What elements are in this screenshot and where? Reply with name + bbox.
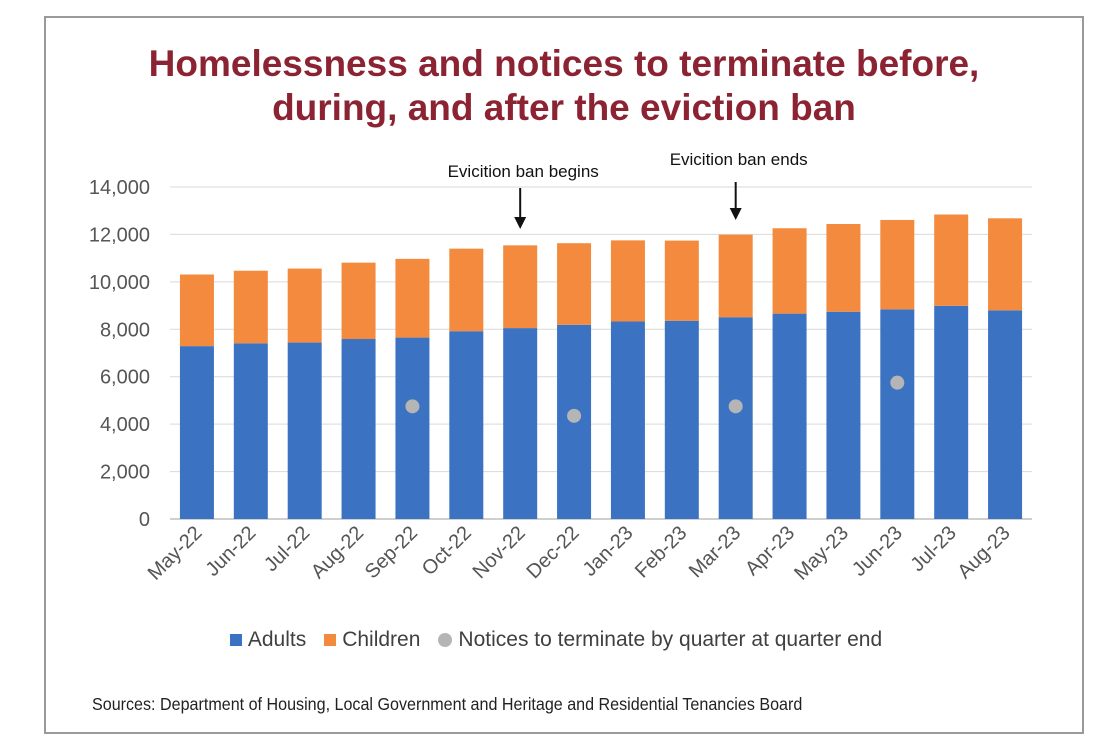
- chart-title-line-2: during, and after the eviction ban: [272, 87, 856, 128]
- bar-children-feb-23: [664, 240, 699, 321]
- legend-label-children: Children: [342, 628, 421, 651]
- x-tick-label: May-23: [790, 522, 853, 585]
- notice-point-sep-22: [405, 399, 420, 414]
- legend-swatch-adults: [229, 634, 242, 646]
- y-tick-label: 10,000: [89, 272, 150, 294]
- legend-item-adults: Adults: [229, 628, 307, 652]
- bar-adults-apr-23: [772, 313, 807, 519]
- annotation-arrow-head: [514, 217, 527, 229]
- x-tick-label: Jun-23: [848, 522, 907, 581]
- x-tick-label: Aug-22: [307, 522, 368, 583]
- bar-adults-mar-23: [718, 317, 753, 519]
- bar-adults-feb-23: [664, 320, 699, 519]
- bar-children-mar-23: [718, 234, 753, 318]
- legend-label-notices: Notices to terminate by quarter at quart…: [458, 628, 883, 651]
- y-tick-label: 0: [139, 509, 150, 531]
- y-tick-label: 4,000: [100, 414, 150, 436]
- bar-adults-may-22: [179, 346, 214, 519]
- bar-children-dec-22: [557, 243, 592, 325]
- chart-title-line-1: Homelessness and notices to terminate be…: [148, 43, 980, 84]
- bar-adults-may-23: [826, 311, 861, 519]
- x-tick-label: Sep-22: [361, 522, 422, 583]
- bar-children-aug-22: [341, 262, 376, 340]
- bar-children-may-22: [179, 274, 214, 347]
- x-tick-label: Oct-22: [418, 522, 476, 580]
- bar-children-nov-22: [503, 245, 538, 329]
- notice-point-jun-23: [890, 375, 905, 390]
- x-tick-label: Feb-23: [631, 522, 691, 582]
- x-tick-label: Dec-22: [522, 522, 583, 583]
- bar-adults-sep-22: [395, 337, 430, 519]
- bar-children-sep-22: [395, 258, 430, 338]
- legend-label-adults: Adults: [247, 628, 307, 651]
- legend-swatch-notices: [438, 633, 453, 647]
- y-tick-label: 12,000: [89, 224, 150, 246]
- notice-point-mar-23: [728, 399, 743, 414]
- bar-children-jul-23: [934, 214, 969, 306]
- bar-children-jun-23: [880, 219, 915, 310]
- y-tick-label: 6,000: [100, 367, 150, 389]
- notice-point-dec-22: [567, 408, 582, 423]
- x-tick-label: Jan-23: [579, 522, 638, 581]
- bar-children-jul-22: [287, 268, 322, 343]
- chart-legend: Adults Children Notices to terminate by …: [0, 628, 1112, 652]
- x-tick-label: Mar-23: [685, 522, 745, 582]
- bar-children-aug-23: [988, 218, 1023, 311]
- bar-adults-jun-23: [880, 309, 915, 519]
- bar-children-apr-23: [772, 228, 807, 314]
- bar-adults-aug-22: [341, 339, 376, 519]
- bar-adults-jul-22: [287, 342, 322, 519]
- legend-item-children: Children: [324, 628, 420, 652]
- annotation-label: Evicition ban ends: [670, 150, 808, 169]
- bar-children-jun-22: [233, 270, 268, 344]
- chart-title: Homelessness and notices to terminate be…: [44, 42, 1084, 130]
- bar-children-oct-22: [449, 248, 484, 332]
- y-tick-label: 14,000: [89, 177, 150, 199]
- bar-children-jan-23: [610, 240, 645, 322]
- bar-adults-jan-23: [610, 321, 645, 519]
- legend-item-notices: Notices to terminate by quarter at quart…: [438, 628, 882, 652]
- annotation-label: Evicition ban begins: [448, 162, 599, 181]
- chart-source-note: Sources: Department of Housing, Local Go…: [92, 694, 803, 714]
- bar-children-may-23: [826, 223, 861, 312]
- bar-adults-jun-22: [233, 343, 268, 519]
- y-tick-label: 8,000: [100, 319, 150, 341]
- legend-swatch-children: [324, 634, 337, 646]
- annotation-arrow-head: [729, 208, 742, 220]
- bar-adults-nov-22: [503, 328, 538, 519]
- x-tick-label: Aug-23: [953, 522, 1014, 583]
- bar-adults-aug-23: [988, 310, 1023, 519]
- bar-adults-jul-23: [934, 305, 969, 519]
- y-tick-label: 2,000: [100, 462, 150, 484]
- x-tick-label: May-22: [144, 522, 207, 585]
- x-tick-label: Jun-22: [202, 522, 261, 581]
- x-tick-label: Nov-22: [469, 522, 530, 583]
- bar-adults-oct-22: [449, 331, 484, 519]
- x-tick-label: Apr-23: [741, 522, 799, 580]
